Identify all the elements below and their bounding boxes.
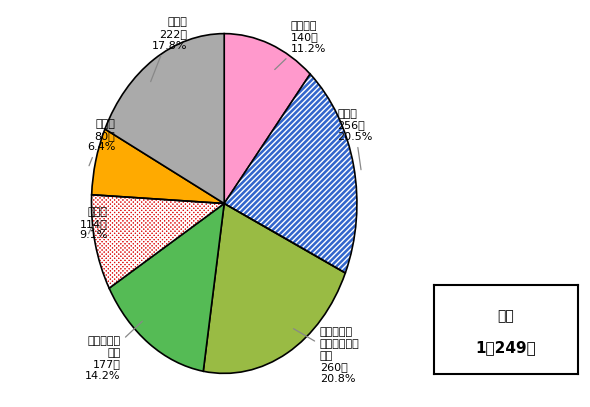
- Wedge shape: [91, 195, 224, 288]
- Text: 1，249件: 1，249件: [476, 340, 536, 355]
- Text: 欧州（ノル
ウェー除く）
国籍
260件
20.8%: 欧州（ノル ウェー除く） 国籍 260件 20.8%: [293, 328, 359, 384]
- Text: 中国籍
114件
9.1%: 中国籍 114件 9.1%: [79, 207, 107, 241]
- Wedge shape: [224, 74, 357, 273]
- Text: 日本国籍
140件
11.2%: 日本国籍 140件 11.2%: [275, 21, 326, 70]
- Text: 米国籍
256件
20.5%: 米国籍 256件 20.5%: [337, 109, 372, 170]
- Wedge shape: [224, 34, 310, 204]
- Wedge shape: [105, 34, 224, 204]
- Wedge shape: [204, 204, 345, 373]
- Text: ノルウェー
国籍
177件
14.2%: ノルウェー 国籍 177件 14.2%: [85, 321, 142, 381]
- Text: その他
222件
17.8%: その他 222件 17.8%: [150, 18, 187, 81]
- Text: 韓国籍
80件
6.4%: 韓国籍 80件 6.4%: [87, 119, 116, 166]
- Wedge shape: [109, 204, 224, 371]
- Text: 合計: 合計: [497, 309, 514, 323]
- Wedge shape: [91, 129, 224, 204]
